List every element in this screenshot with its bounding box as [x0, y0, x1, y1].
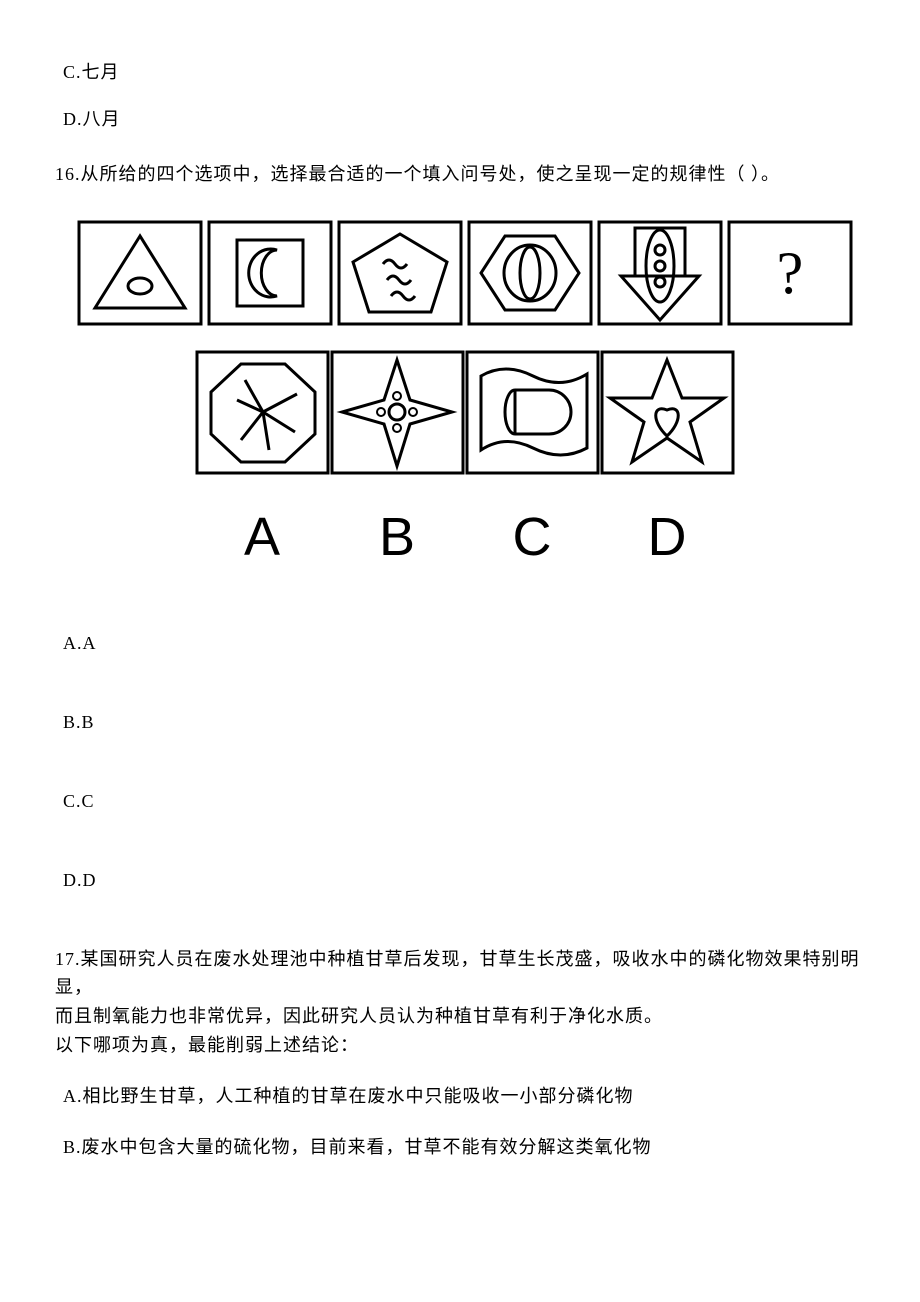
- q15-option-d[interactable]: D.八月: [63, 105, 865, 134]
- q17-option-a[interactable]: A.相比野生甘草，人工种植的甘草在废水中只能吸收一小部分磷化物: [63, 1082, 865, 1111]
- q17-stem-line3: 以下哪项为真，最能削弱上述结论：: [55, 1031, 865, 1060]
- q16-option-b[interactable]: B.B: [63, 708, 865, 737]
- question-mark-text: ?: [777, 240, 804, 306]
- svg-text:D: D: [648, 507, 687, 567]
- svg-text:C: C: [513, 507, 552, 567]
- q16-option-c[interactable]: C.C: [63, 787, 865, 816]
- svg-text:A: A: [244, 507, 280, 567]
- q17-stem-line2: 而且制氧能力也非常优异，因此研究人员认为种植甘草有利于净化水质。: [55, 1002, 865, 1031]
- q16-option-d[interactable]: D.D: [63, 866, 865, 895]
- q16-figure-labels: A B C D: [195, 499, 735, 579]
- q16-figure: ? A B: [75, 218, 865, 579]
- q17-stem-line1: 17.某国研究人员在废水处理池中种植甘草后发现，甘草生长茂盛，吸收水中的磷化物效…: [55, 945, 865, 1003]
- q16-stem: 16.从所给的四个选项中，选择最合适的一个填入问号处，使之呈现一定的规律性（ ）…: [55, 160, 865, 189]
- svg-text:B: B: [379, 507, 415, 567]
- q15-option-c[interactable]: C.七月: [63, 58, 865, 87]
- q16-figure-row1: ?: [75, 218, 855, 328]
- q16-option-a[interactable]: A.A: [63, 629, 865, 658]
- q17-option-b[interactable]: B.废水中包含大量的硫化物，目前来看，甘草不能有效分解这类氧化物: [63, 1133, 865, 1162]
- q16-figure-row2: [195, 350, 735, 475]
